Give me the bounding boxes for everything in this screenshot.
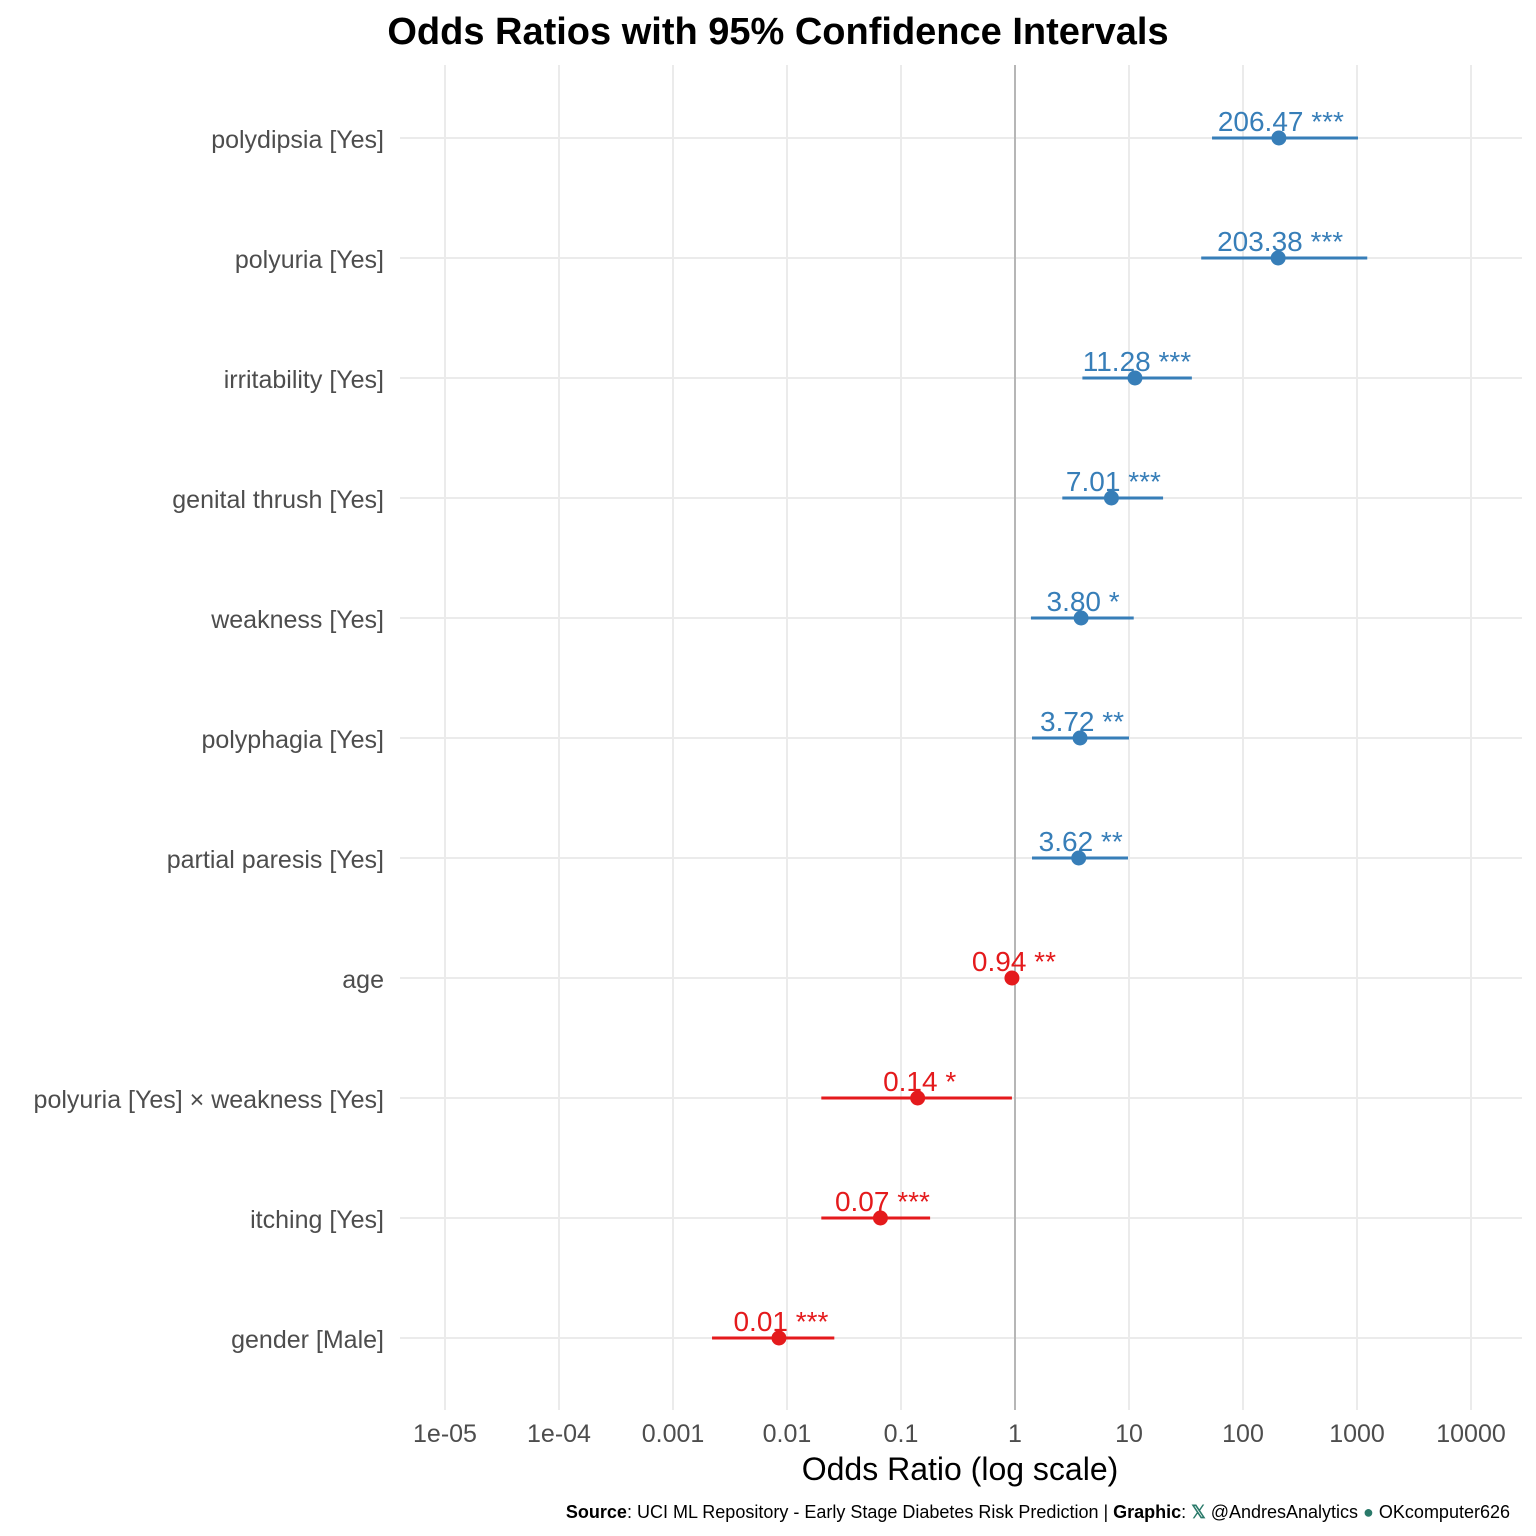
caption-graphic-label: Graphic [1113,1502,1181,1522]
x-axis-ticks: 1e-05 1e-04 0.001 0.01 0.1 1 10 100 1000 10000 [413,1420,1506,1448]
data-label: 206.47 *** [1218,106,1344,137]
x-tick-label: 0.001 [642,1420,705,1448]
y-tick-label: partial paresis [Yes] [167,846,384,874]
caption: Source: UCI ML Repository - Early Stage … [566,1502,1510,1522]
forest-row: irritability [Yes] 11.28 *** [224,346,1192,394]
forest-row: polyuria [Yes] 203.38 *** [235,226,1368,274]
x-tick-label: 1e-04 [527,1420,591,1448]
caption-source-label: Source [566,1502,627,1522]
forest-row: polyuria [Yes] × weakness [Yes] 0.14 * [34,1066,1012,1114]
point-estimate [771,1330,787,1346]
point-estimate [872,1210,888,1226]
data-label: 7.01 *** [1066,466,1161,497]
forest-row: itching [Yes] 0.07 *** [250,1186,931,1234]
data-label: 3.80 * [1047,586,1120,617]
data-label: 0.14 * [883,1066,956,1097]
x-logo-icon: 𝕏 [1191,1502,1211,1522]
github-icon: ● [1358,1502,1379,1522]
chart-title: Odds Ratios with 95% Confidence Interval… [387,11,1168,53]
point-estimate [1103,490,1119,506]
caption-github-handle[interactable]: OKcomputer626 [1379,1502,1510,1522]
y-tick-label: genital thrush [Yes] [172,486,384,514]
point-estimate [1073,610,1089,626]
point-estimate [1271,130,1287,146]
data-label: 203.38 *** [1217,226,1343,257]
data-label: 3.62 ** [1039,826,1123,857]
rows-group: polydipsia [Yes] 206.47 *** polyuria [Yes]… [34,106,1368,1354]
data-label: 0.94 ** [972,946,1056,977]
y-tick-label: weakness [Yes] [210,606,384,634]
x-tick-label: 0.01 [763,1420,812,1448]
y-tick-label: irritability [Yes] [224,366,384,394]
caption-graphic-sep: : [1181,1502,1191,1522]
forest-row: gender [Male] 0.01 *** [231,1306,835,1354]
y-tick-label: polyuria [Yes] × weakness [Yes] [34,1086,384,1114]
data-label: 11.28 *** [1083,346,1192,377]
y-tick-label: itching [Yes] [250,1206,384,1234]
forest-row: genital thrush [Yes] 7.01 *** [172,466,1164,514]
x-tick-label: 0.1 [884,1420,919,1448]
y-tick-label: age [342,966,384,994]
x-tick-label: 1 [1008,1420,1022,1448]
y-tick-label: polydipsia [Yes] [211,126,384,154]
x-tick-label: 100 [1222,1420,1264,1448]
point-estimate [1127,370,1143,386]
point-estimate [910,1090,926,1106]
forest-row: partial paresis [Yes] 3.62 ** [167,826,1128,874]
gridlines [400,65,1522,1410]
caption-x-handle[interactable]: @AndresAnalytics [1211,1502,1358,1522]
y-tick-label: gender [Male] [231,1326,384,1354]
point-estimate [1071,850,1087,866]
forest-row: weakness [Yes] 3.80 * [210,586,1134,634]
point-estimate [1270,250,1286,266]
point-estimate [1072,730,1088,746]
y-tick-label: polyphagia [Yes] [201,726,384,754]
x-tick-label: 1e-05 [413,1420,477,1448]
forest-row: polydipsia [Yes] 206.47 *** [211,106,1358,154]
x-tick-label: 10000 [1436,1420,1506,1448]
forest-row: polyphagia [Yes] 3.72 ** [201,706,1129,754]
x-axis-label: Odds Ratio (log scale) [802,1451,1119,1487]
point-estimate [1004,970,1020,986]
x-tick-label: 1000 [1329,1420,1385,1448]
x-tick-label: 10 [1115,1420,1143,1448]
data-label: 0.07 *** [835,1186,930,1217]
data-label: 3.72 ** [1040,706,1124,737]
y-tick-label: polyuria [Yes] [235,246,384,274]
forest-row: age 0.94 ** [342,946,1056,994]
caption-source-text: : UCI ML Repository - Early Stage Diabet… [627,1502,1113,1522]
data-label: 0.01 *** [733,1306,828,1337]
